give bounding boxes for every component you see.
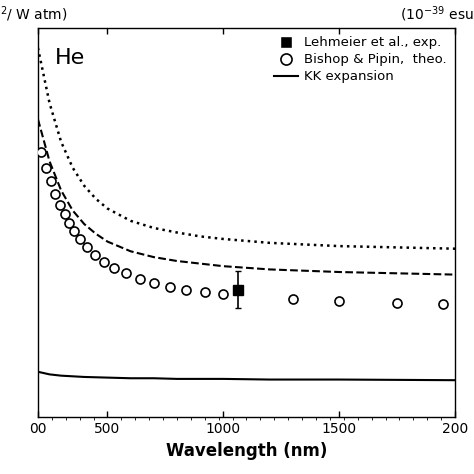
Text: He: He xyxy=(55,48,85,68)
Legend: Lehmeier et al., exp., Bishop & Pipin,  theo., KK expansion: Lehmeier et al., exp., Bishop & Pipin, t… xyxy=(269,31,452,89)
Text: $^2$/ W atm): $^2$/ W atm) xyxy=(0,5,68,24)
X-axis label: Wavelength (nm): Wavelength (nm) xyxy=(166,442,327,459)
Text: (10$^{-39}$ esu: (10$^{-39}$ esu xyxy=(400,5,474,24)
